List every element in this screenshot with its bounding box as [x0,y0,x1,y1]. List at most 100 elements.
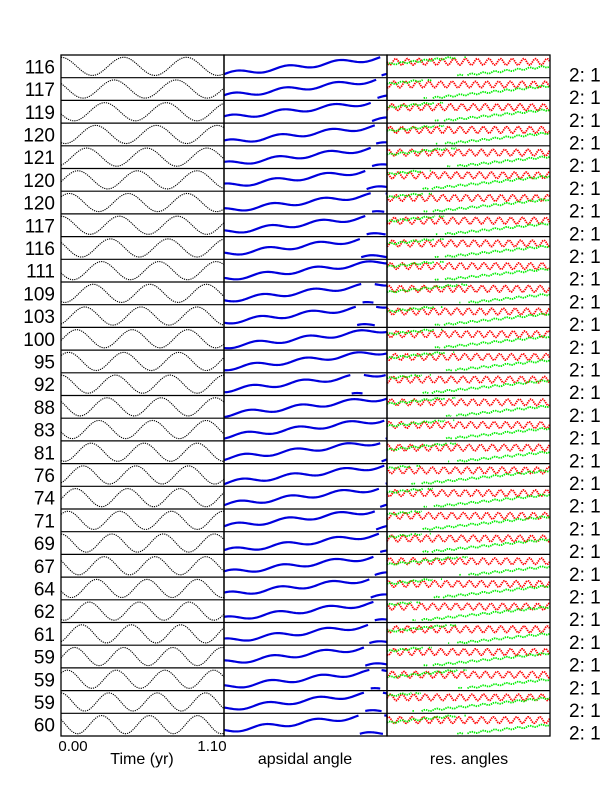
ratio-label: 2: 1 [569,111,601,132]
res-angle-red [386,647,551,657]
ratio-label: 2: 1 [569,656,601,677]
apsidal-line [223,646,388,667]
signal-line [60,261,225,281]
res-angle-green [386,510,551,531]
signal-line [60,351,225,372]
row-label: 117 [25,216,55,237]
row-label: 111 [26,262,55,283]
ratio-label: 2: 1 [569,65,601,86]
res-angle-red [386,80,551,89]
row-label: 59 [34,648,55,669]
res-angle-green [386,351,551,372]
res-angle-green [386,328,551,349]
row-label: 116 [25,57,55,78]
res-angle-green [386,169,551,191]
row-label: 67 [34,557,55,578]
row-label: 116 [25,239,55,260]
signal-line [60,442,225,462]
res-angle-green [386,646,551,667]
ratio-label: 2: 1 [569,88,601,109]
res-angle-green [386,623,551,645]
res-angle-green [386,487,551,508]
row-label: 76 [34,466,55,487]
apsidal-line [223,691,388,713]
apsidal-line [223,78,388,99]
x-tick-label-start: 0.00 [58,738,87,755]
row-label: 120 [23,194,55,215]
res-angle-red [386,103,551,112]
apsidal-line [223,419,388,440]
signal-line [60,147,225,167]
apsidal-line [223,714,388,735]
row-label: 83 [34,421,55,442]
apsidal-line [224,375,387,394]
signal-line [60,578,225,599]
ratio-label: 2: 1 [569,724,601,745]
apsidal-line [223,668,388,690]
apsidal-line [223,192,388,213]
apsidal-line [223,555,388,577]
ratio-label: 2: 1 [569,202,601,223]
signal-line [60,692,225,712]
apsidal-line [223,56,388,77]
res-angle-green [386,101,551,122]
signal-line [60,102,225,122]
res-angle-red [386,466,551,475]
res-angle-green [386,578,551,599]
ratio-label: 2: 1 [569,383,601,404]
apsidal-line [223,464,388,486]
apsidal-line [223,510,388,531]
signal-line [60,397,225,417]
res-angle-green [386,669,551,690]
ratio-label: 2: 1 [569,270,601,291]
res-angle-red [386,375,551,384]
row-label: 61 [34,625,55,646]
signal-line [60,79,225,99]
apsidal-line [223,442,388,463]
signal-line [60,170,225,190]
row-label: 62 [34,602,55,623]
signal-line [60,329,225,349]
signal-line [60,646,225,667]
row-label: 69 [34,534,55,555]
res-angle-red [386,398,551,407]
ratio-label: 2: 1 [569,179,601,200]
row-label: 81 [34,443,55,464]
signal-line [60,124,225,145]
res-angle-green [386,260,551,281]
signal-line [60,56,225,76]
row-label: 88 [34,398,55,419]
res-angle-red [386,239,551,248]
signal-line [60,715,225,735]
row-label: 120 [23,125,55,146]
row-label: 95 [34,352,55,373]
apsidal-line [223,600,388,622]
column-label-apsidal: apsidal angle [258,751,352,768]
res-angle-red [386,307,551,316]
res-angle-red [386,488,551,498]
row-label: 74 [34,489,56,510]
apsidal-line [223,487,388,508]
ratio-label: 2: 1 [569,542,601,563]
signal-line [60,238,225,258]
row-label: 64 [34,579,56,600]
ratio-label: 2: 1 [569,610,601,631]
ratio-label: 2: 1 [569,224,601,245]
apsidal-line [223,237,388,259]
apsidal-line [223,101,388,123]
signal-line [60,533,225,553]
res-angle-green [386,56,551,77]
apsidal-line [223,169,388,191]
ratio-label: 2: 1 [569,315,601,336]
signal-line [60,465,225,485]
res-angle-red [386,125,551,135]
signal-line [60,215,225,235]
ratio-label: 2: 1 [569,360,601,381]
res-angle-red [386,557,551,566]
signal-line [60,283,225,303]
ratio-label: 2: 1 [569,587,601,608]
row-label: 59 [34,693,55,714]
column-label-res-angles: res. angles [430,751,508,768]
res-angle-red [386,602,551,611]
